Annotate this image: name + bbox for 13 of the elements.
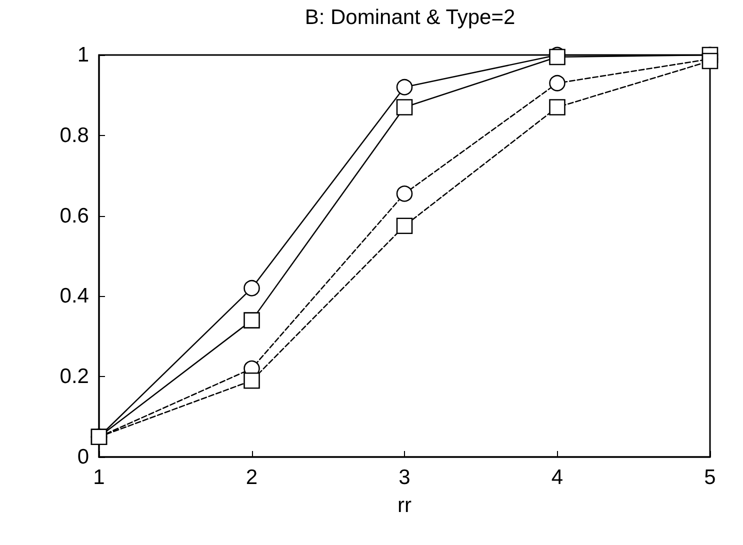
x-tick-label: 1 [93,466,105,489]
x-axis-title: rr [398,494,412,517]
x-tick-label: 3 [398,466,410,489]
y-tick-label: 0.2 [60,365,89,388]
y-tick-label: 0.4 [60,284,90,308]
chart-title: B: Dominant & Type=2 [304,6,516,29]
y-tick-label: 0 [77,446,89,468]
x-tick-label: 4 [551,466,564,489]
y-tick-label: 0.8 [60,124,89,147]
x-tick-label: 5 [704,466,716,489]
x-tick-label: 2 [246,466,258,489]
y-tick-label: 0.6 [60,204,89,228]
y-tick-label: 1 [77,44,89,66]
